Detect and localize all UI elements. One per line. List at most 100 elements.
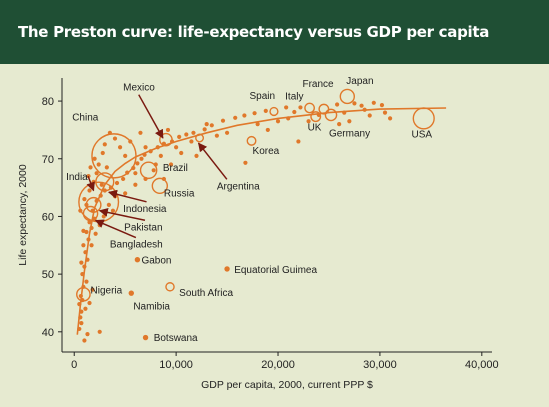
- country-point: [96, 162, 101, 167]
- country-bubble-equatorial-guimea: [224, 266, 230, 272]
- annotation-equatorial-guimea: Equatorial Guimea: [234, 265, 317, 276]
- annotation-india: India: [66, 172, 88, 183]
- annotation-bangladesh: Bangladesh: [110, 240, 163, 251]
- country-point: [123, 191, 128, 196]
- country-point: [85, 257, 90, 262]
- country-point: [155, 145, 160, 150]
- annotation-italy: Italy: [285, 91, 303, 102]
- y-tick-label: 70: [42, 154, 54, 166]
- country-point: [284, 105, 289, 110]
- country-bubble-italy: [304, 102, 315, 114]
- country-point: [82, 197, 87, 202]
- country-point: [133, 182, 138, 187]
- country-point: [78, 315, 83, 320]
- country-point: [98, 193, 103, 198]
- country-point: [99, 182, 104, 187]
- country-point: [168, 162, 174, 167]
- country-point: [82, 264, 87, 269]
- country-point: [194, 153, 199, 158]
- country-point: [179, 150, 184, 156]
- plot-area: 0 10,000 20,000 30,000 40,000 40 50 60 70 80 GDP p…: [0, 64, 549, 407]
- country-point: [367, 113, 372, 118]
- country-point: [347, 119, 352, 124]
- country-point: [143, 145, 148, 150]
- title-banner: The Preston curve: life-expectancy versu…: [0, 0, 549, 64]
- country-point: [263, 108, 268, 113]
- country-point: [80, 272, 85, 277]
- country-point: [151, 168, 156, 173]
- country-point: [90, 287, 95, 292]
- annotation-indonesia: Indonesia: [123, 204, 167, 215]
- country-bubble-germany: [324, 108, 338, 122]
- country-point: [242, 113, 247, 118]
- annotation-arrow-pakistan: [98, 207, 146, 222]
- country-point: [209, 123, 214, 128]
- country-point: [233, 115, 238, 120]
- country-bubble-usa: [412, 107, 435, 130]
- country-point: [82, 338, 87, 343]
- y-tick-label: 40: [42, 327, 54, 339]
- country-point: [362, 107, 367, 112]
- annotation-arrow-bangladesh: [94, 219, 137, 239]
- annotation-france: France: [302, 79, 334, 90]
- annotation-korea: Korea: [253, 146, 280, 157]
- annotation-usa: USA: [412, 129, 433, 140]
- country-point: [265, 127, 270, 133]
- country-point: [101, 214, 106, 219]
- country-point: [388, 116, 393, 121]
- annotation-pakistan: Pakistan: [124, 222, 162, 233]
- country-point: [139, 156, 144, 161]
- country-point: [184, 132, 189, 137]
- country-point: [148, 149, 153, 154]
- country-point: [112, 136, 118, 141]
- country-point: [89, 243, 94, 248]
- country-bubble-pakistan: [85, 196, 102, 213]
- annotation-china: China: [72, 113, 99, 124]
- country-point: [255, 122, 260, 127]
- country-point: [94, 198, 99, 203]
- country-point: [123, 153, 128, 158]
- country-point: [165, 127, 171, 133]
- annotation-arrow-argentina: [197, 142, 228, 180]
- country-point: [191, 130, 196, 135]
- country-point: [342, 110, 347, 115]
- country-point: [84, 279, 89, 284]
- country-point: [243, 160, 248, 165]
- country-point: [158, 153, 163, 158]
- country-bubble-korea: [246, 135, 257, 146]
- country-point: [78, 293, 83, 299]
- country-point: [87, 188, 92, 193]
- country-point: [224, 130, 230, 135]
- country-point: [79, 321, 84, 326]
- annotation-russia: Russia: [164, 188, 195, 199]
- country-point: [292, 109, 297, 115]
- chart-title: The Preston curve: life-expectancy versu…: [18, 23, 490, 41]
- country-point: [296, 139, 301, 144]
- annotation-namibia: Namibia: [133, 301, 170, 312]
- country-point: [214, 133, 219, 138]
- country-point: [337, 122, 342, 127]
- country-bubble-uk: [310, 111, 322, 123]
- country-point: [94, 171, 99, 176]
- country-point: [79, 260, 84, 265]
- country-point: [85, 332, 90, 337]
- country-point: [121, 176, 126, 182]
- preston-curve-chart: 0 10,000 20,000 30,000 40,000 40 50 60 70 80 GDP p…: [17, 76, 499, 391]
- x-tick-label: 20,000: [261, 359, 295, 371]
- country-point: [89, 225, 94, 231]
- country-point: [110, 208, 116, 213]
- country-bubble-argentina: [195, 133, 205, 143]
- country-bubble-mexico: [159, 132, 173, 147]
- country-point: [252, 111, 257, 116]
- country-point: [106, 202, 111, 208]
- country-point: [177, 134, 182, 139]
- country-point: [298, 105, 303, 110]
- country-bubble-south-africa: [165, 282, 175, 292]
- x-tick-label: 0: [71, 359, 77, 371]
- country-bubble-china: [91, 133, 137, 179]
- country-point: [359, 103, 364, 108]
- country-point: [142, 152, 147, 157]
- country-point: [86, 237, 91, 242]
- country-point: [87, 300, 92, 306]
- country-bubble-brazil: [139, 161, 158, 180]
